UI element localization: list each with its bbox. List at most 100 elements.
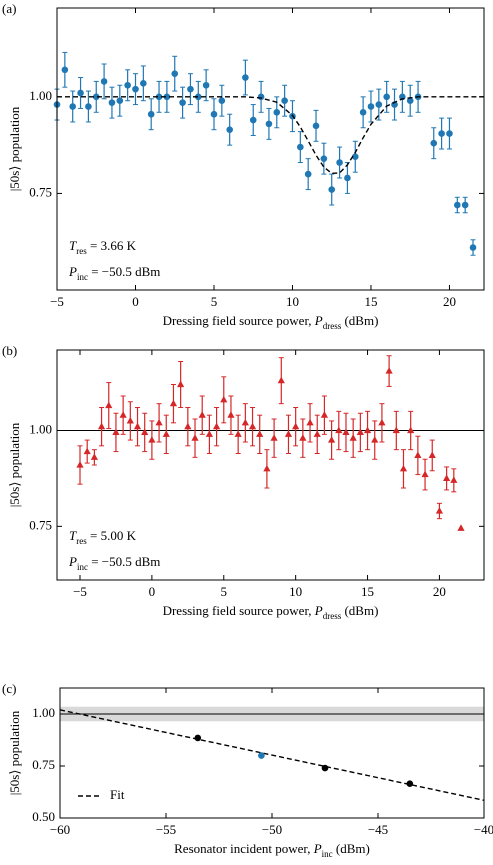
data-point [184, 422, 192, 430]
x-tick-label: 10 [289, 584, 302, 599]
data-point [171, 70, 179, 77]
data-point [191, 434, 199, 441]
text-part: = 3.66 K [87, 238, 137, 253]
panel-label: (a) [2, 1, 16, 16]
data-point [421, 470, 429, 478]
data-point [132, 85, 139, 93]
data-point [342, 428, 350, 436]
panel-label: (b) [2, 343, 17, 358]
data-point [119, 411, 127, 418]
data-point [367, 103, 375, 110]
y-tick-label: 0.75 [29, 184, 52, 199]
data-point [385, 367, 393, 374]
data-point [292, 422, 300, 430]
plot-frame [56, 7, 485, 291]
data-point [320, 411, 329, 418]
x-tick-label: −40 [474, 822, 493, 837]
x-tick-label: 20 [433, 584, 446, 599]
data-point [407, 426, 415, 434]
data-point [76, 461, 84, 468]
data-point [328, 436, 336, 443]
data-point [363, 426, 372, 434]
text-part: P [314, 313, 323, 328]
data-point [284, 430, 293, 437]
data-point [220, 395, 228, 403]
y-tick-label: 0.75 [29, 517, 52, 532]
x-tick-label: 15 [364, 294, 377, 309]
data-point [133, 422, 142, 430]
x-axis-label: Dressing field source power, Pdress (dBm… [163, 603, 379, 621]
fit-line [59, 709, 485, 802]
x-tick-label: 5 [221, 584, 228, 599]
data-point [328, 186, 336, 193]
data-point [335, 426, 343, 434]
text-part: = −50.5 dBm [88, 264, 160, 279]
x-tick-label: 15 [361, 584, 374, 599]
data-point [430, 139, 438, 147]
data-point [140, 80, 147, 87]
data-point [281, 97, 288, 105]
data-point [177, 380, 185, 388]
text-part: (dBm) [333, 841, 370, 856]
text-part: inc [77, 272, 88, 282]
data-point [349, 434, 357, 441]
data-point [194, 93, 202, 101]
data-point [212, 422, 221, 430]
data-point [297, 143, 304, 151]
data-point [202, 81, 210, 89]
data-point [105, 401, 113, 409]
data-point [61, 66, 69, 74]
data-point [148, 436, 156, 443]
text-part: res [76, 536, 87, 546]
data-point [155, 418, 163, 426]
data-point [378, 418, 386, 426]
data-point [205, 430, 213, 437]
data-point [263, 464, 271, 472]
data-point [257, 93, 265, 101]
data-point [100, 78, 108, 85]
y-tick-label: 0.75 [32, 757, 55, 772]
data-point [234, 430, 242, 437]
text-part: inc [322, 849, 333, 859]
data-point [277, 376, 285, 384]
data-point [312, 122, 320, 130]
data-point [179, 99, 186, 106]
x-tick-label: −45 [368, 822, 388, 837]
x-tick-label: 10 [286, 294, 299, 309]
text-part: (dBm) [341, 603, 378, 618]
data-point [147, 110, 155, 118]
data-point [450, 476, 458, 483]
data-point [97, 422, 106, 430]
data-point [443, 474, 451, 482]
x-tick-label: −5 [73, 584, 87, 599]
x-tick-label: 20 [443, 294, 456, 309]
annotation: Pinc = −50.5 dBm [68, 554, 160, 572]
data-point [116, 97, 124, 105]
y-axis-label: |50s⟩ population [7, 710, 22, 795]
data-point [270, 434, 278, 441]
fit-line [57, 96, 484, 175]
text-part: Dressing field source power, [163, 603, 315, 618]
data-point [313, 430, 321, 437]
data-point [344, 174, 351, 182]
data-point [414, 451, 422, 459]
data-point [218, 97, 226, 105]
y-tick-label: 1.00 [29, 88, 52, 103]
data-point [258, 752, 265, 759]
data-point [304, 170, 312, 178]
x-tick-label: −60 [50, 822, 70, 837]
x-tick-label: −55 [156, 822, 176, 837]
data-point [227, 411, 235, 418]
y-tick-label: 1.00 [32, 705, 55, 720]
data-point [299, 434, 307, 441]
data-point [126, 416, 134, 424]
text-part: T [69, 528, 77, 543]
data-point [210, 110, 218, 118]
data-point [169, 399, 178, 407]
x-tick-label: 0 [132, 294, 139, 309]
y-tick-label: 1.00 [29, 421, 52, 436]
data-point [85, 103, 92, 110]
annotation: Tres = 5.00 K [69, 528, 137, 546]
data-point [124, 81, 131, 89]
